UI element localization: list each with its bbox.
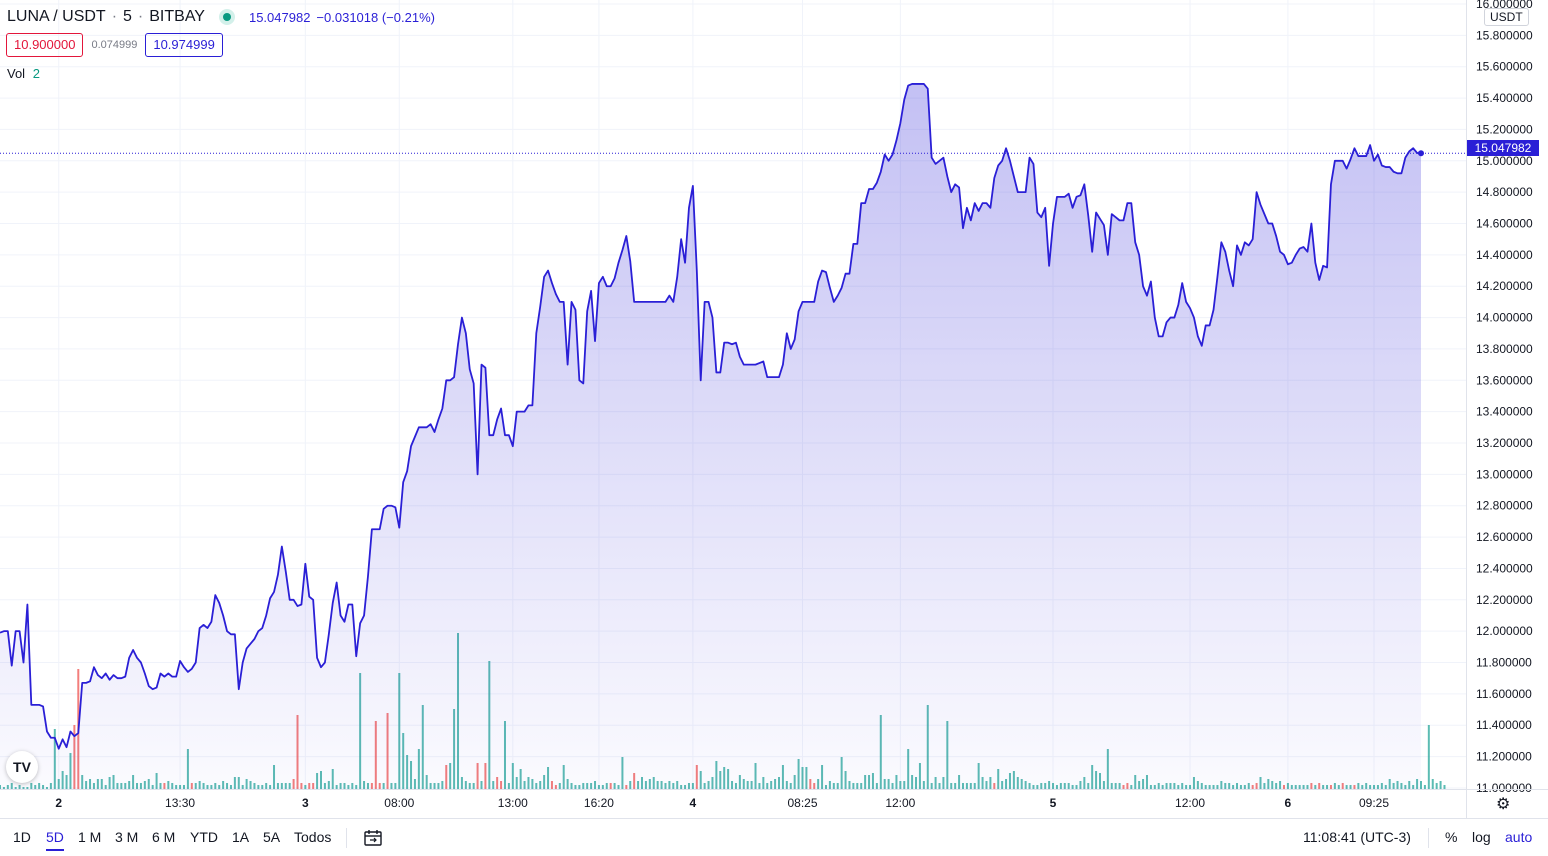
volume-label: Vol bbox=[7, 66, 26, 81]
price-change: −0.031018 (−0.21%) bbox=[316, 9, 435, 25]
y-tick-label: 12.400000 bbox=[1476, 561, 1533, 575]
timeframe-5d[interactable]: 5D bbox=[46, 829, 64, 851]
exchange-label: BITBAY bbox=[149, 8, 205, 25]
toolbar-divider bbox=[1428, 828, 1429, 848]
y-tick-label: 11.000000 bbox=[1476, 781, 1532, 795]
spread-value: 0.074999 bbox=[91, 39, 138, 51]
timeframe-ytd[interactable]: YTD bbox=[190, 829, 218, 845]
clock-timezone[interactable]: 11:08:41 (UTC-3) bbox=[1303, 829, 1411, 845]
buy-button[interactable]: 10.974999 bbox=[145, 33, 223, 57]
timeframe-1d[interactable]: 1D bbox=[13, 829, 31, 845]
last-price: 15.047982 bbox=[248, 9, 311, 25]
x-tick-label: 12:00 bbox=[1175, 796, 1205, 810]
price-area bbox=[0, 83, 1421, 789]
y-tick-label: 15.400000 bbox=[1476, 91, 1533, 105]
x-tick-label: 08:25 bbox=[787, 796, 817, 810]
last-price-marker bbox=[1418, 150, 1424, 157]
volume-value: 2 bbox=[32, 66, 40, 81]
y-tick-label: 14.400000 bbox=[1476, 248, 1533, 262]
percent-toggle[interactable]: % bbox=[1445, 829, 1458, 845]
y-tick-label: 12.800000 bbox=[1476, 499, 1533, 513]
x-tick-label: 3 bbox=[302, 796, 309, 810]
y-tick-label: 14.000000 bbox=[1476, 311, 1533, 325]
x-tick-label: 12:00 bbox=[885, 796, 915, 810]
x-tick-label: 09:25 bbox=[1359, 796, 1389, 810]
y-tick-label: 12.000000 bbox=[1476, 624, 1533, 638]
bottom-toolbar: 1D 5D 1 M 3 M 6 M YTD 1A 5A Todos 11:08:… bbox=[0, 818, 1548, 856]
timeframe-todos[interactable]: Todos bbox=[294, 829, 332, 845]
legend-separator: · bbox=[137, 8, 144, 25]
x-tick-label: 5 bbox=[1050, 796, 1057, 810]
volume-bar bbox=[1439, 781, 1442, 789]
x-tick-label: 6 bbox=[1285, 796, 1292, 810]
symbol-legend: LUNA / USDT · 5 · BITBAY 15.047982 −0.03… bbox=[7, 8, 435, 26]
y-tick-label: 13.800000 bbox=[1476, 342, 1533, 356]
volume-bar bbox=[1443, 785, 1446, 789]
bid-ask-panel: 10.900000 0.074999 10.974999 bbox=[6, 33, 223, 57]
price-chart[interactable]: 16.000000 15.800000 15.600000 15.400000 15.2… bbox=[0, 0, 1548, 818]
y-tick-label: 13.200000 bbox=[1476, 436, 1533, 450]
x-tick-label: 4 bbox=[690, 796, 697, 810]
timeframe-1m[interactable]: 1 M bbox=[78, 829, 102, 845]
market-open-icon[interactable] bbox=[218, 9, 235, 25]
y-tick-label: 13.400000 bbox=[1476, 405, 1533, 419]
tradingview-logo-icon[interactable]: TV bbox=[6, 751, 38, 783]
x-tick-label: 08:00 bbox=[384, 796, 414, 810]
y-tick-label: 13.000000 bbox=[1476, 467, 1533, 481]
y-tick-label: 14.200000 bbox=[1476, 279, 1533, 293]
goto-date-icon[interactable] bbox=[363, 828, 383, 853]
sell-button[interactable]: 10.900000 bbox=[6, 33, 84, 57]
volume-bar bbox=[1423, 785, 1426, 789]
settings-gear-icon[interactable]: ⚙ bbox=[1496, 796, 1511, 813]
toolbar-divider bbox=[346, 828, 347, 848]
last-price-tag: 15.047982 bbox=[1467, 140, 1539, 156]
x-tick-label: 2 bbox=[55, 796, 62, 810]
timeframe-3m[interactable]: 3 M bbox=[115, 829, 139, 845]
timeframe-1a[interactable]: 1A bbox=[232, 829, 250, 845]
volume-bar bbox=[1435, 783, 1438, 789]
price-line bbox=[0, 83, 1422, 750]
y-tick-label: 14.600000 bbox=[1476, 217, 1533, 231]
y-tick-label: 14.800000 bbox=[1476, 185, 1533, 199]
y-tick-label: 11.800000 bbox=[1476, 656, 1532, 670]
timeframe-5a[interactable]: 5A bbox=[263, 829, 281, 845]
y-tick-label: 12.600000 bbox=[1476, 530, 1533, 544]
log-toggle[interactable]: log bbox=[1472, 829, 1491, 845]
x-tick-label: 13:00 bbox=[498, 796, 528, 810]
y-tick-label: 11.600000 bbox=[1476, 687, 1532, 701]
y-tick-label: 13.600000 bbox=[1476, 373, 1533, 387]
x-tick-label: 16:20 bbox=[584, 796, 614, 810]
y-tick-label: 15.200000 bbox=[1476, 122, 1533, 136]
y-tick-label: 15.800000 bbox=[1476, 28, 1533, 42]
currency-label[interactable]: USDT bbox=[1484, 8, 1529, 26]
symbol-name[interactable]: LUNA / USDT bbox=[7, 8, 106, 25]
volume-legend[interactable]: Vol 2 bbox=[7, 66, 40, 81]
y-tick-label: 15.600000 bbox=[1476, 60, 1533, 74]
y-tick-label: 11.400000 bbox=[1476, 718, 1532, 732]
y-tick-label: 16.000000 bbox=[1476, 0, 1533, 11]
interval-label[interactable]: 5 bbox=[123, 8, 132, 25]
volume-bar bbox=[1427, 725, 1430, 789]
y-tick-label: 11.200000 bbox=[1476, 750, 1532, 764]
auto-toggle[interactable]: auto bbox=[1505, 829, 1533, 845]
y-tick-label: 12.200000 bbox=[1476, 593, 1533, 607]
x-tick-label: 13:30 bbox=[165, 796, 195, 810]
y-tick-label: 15.000000 bbox=[1476, 154, 1533, 168]
volume-bar bbox=[1431, 779, 1434, 789]
timeframe-6m[interactable]: 6 M bbox=[152, 829, 176, 845]
legend-separator: · bbox=[111, 8, 118, 25]
